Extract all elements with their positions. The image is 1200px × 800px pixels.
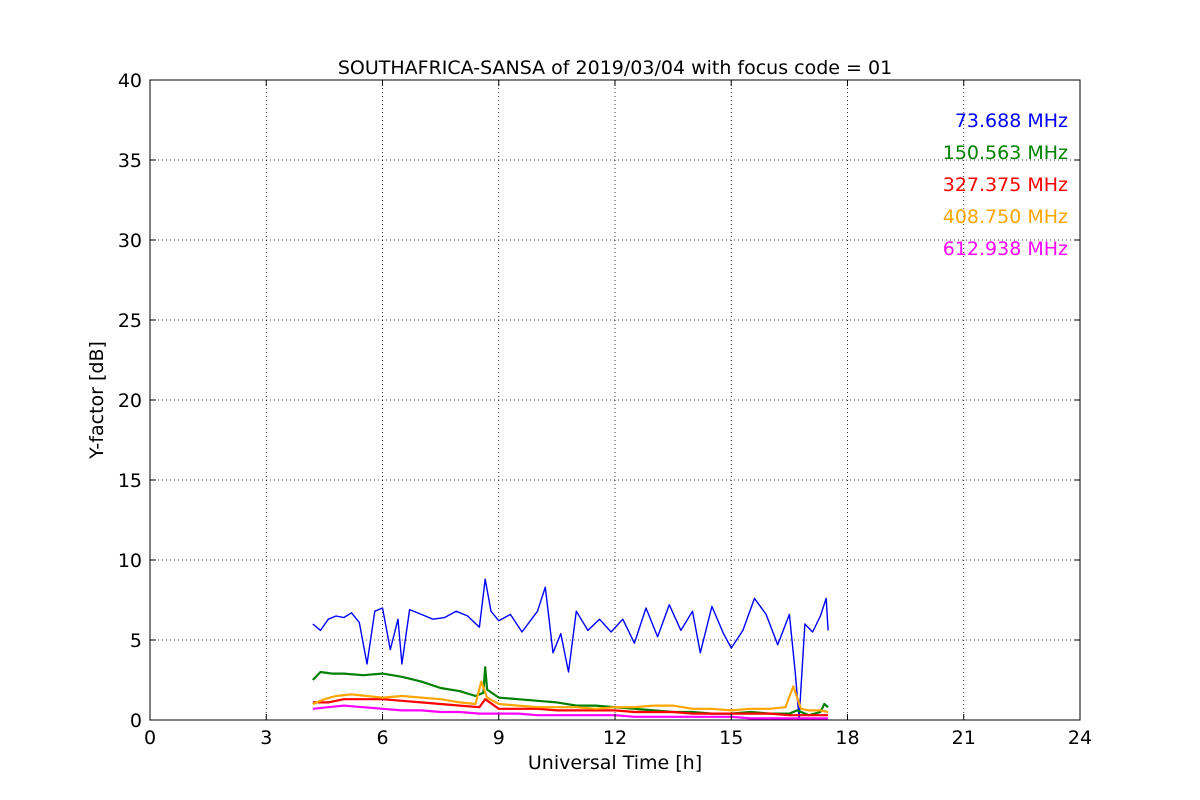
x-tick-label: 9 [493, 727, 505, 749]
x-tick-label: 6 [376, 727, 388, 749]
legend: 73.688 MHz 150.563 MHz 327.375 MHz 408.750 … [943, 110, 1068, 260]
x-tick-label: 12 [603, 727, 627, 749]
y-tick-label: 5 [130, 630, 142, 652]
legend-label-612-938-mhz: 612.938 MHz [943, 238, 1068, 260]
axis-ticks: 0 3 6 9 12 15 18 21 24 0 5 10 15 20 25 30 35 40 [118, 70, 1092, 749]
legend-label-73-688-mhz: 73.688 MHz [955, 110, 1068, 132]
legend-label-150-563-mhz: 150.563 MHz [943, 142, 1068, 164]
legend-label-327-375-mhz: 327.375 MHz [943, 174, 1068, 196]
legend-label-408-750-mhz: 408.750 MHz [943, 206, 1068, 228]
y-tick-label: 40 [118, 70, 142, 92]
series-line-612-938-mhz [312, 704, 829, 720]
series-layer [312, 578, 829, 720]
y-tick-label: 25 [118, 310, 142, 332]
x-tick-label: 3 [260, 727, 272, 749]
series-line-73-688-mhz [312, 578, 829, 720]
chart-title: SOUTHAFRICA-SANSA of 2019/03/04 with foc… [338, 57, 892, 79]
x-tick-label: 24 [1068, 727, 1092, 749]
y-tick-label: 20 [118, 390, 142, 412]
x-axis-label: Universal Time [h] [528, 752, 702, 774]
grid [150, 80, 1080, 720]
y-tick-label: 35 [118, 150, 142, 172]
series-line-408-750-mhz [312, 680, 829, 714]
x-tick-label: 21 [952, 727, 976, 749]
x-tick-label: 0 [144, 727, 156, 749]
series-line-327-375-mhz [312, 698, 829, 717]
y-tick-label: 30 [118, 230, 142, 252]
y-axis-label: Y-factor [dB] [86, 341, 108, 460]
x-tick-label: 15 [719, 727, 743, 749]
y-tick-label: 10 [118, 550, 142, 572]
y-tick-label: 15 [118, 470, 142, 492]
x-tick-label: 18 [835, 727, 859, 749]
y-tick-label: 0 [130, 710, 142, 732]
